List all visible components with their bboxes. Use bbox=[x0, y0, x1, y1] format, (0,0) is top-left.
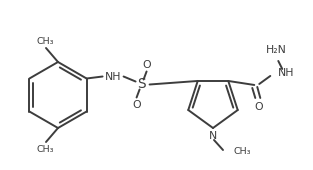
Text: CH₃: CH₃ bbox=[36, 144, 54, 154]
Text: N: N bbox=[209, 131, 217, 141]
Text: NH: NH bbox=[105, 72, 122, 81]
Text: H₂N: H₂N bbox=[266, 45, 287, 55]
Text: CH₃: CH₃ bbox=[36, 37, 54, 46]
Text: O: O bbox=[254, 102, 263, 112]
Text: NH: NH bbox=[278, 68, 295, 78]
Text: CH₃: CH₃ bbox=[233, 148, 250, 157]
Text: S: S bbox=[137, 78, 146, 91]
Text: O: O bbox=[132, 99, 141, 109]
Text: O: O bbox=[142, 59, 151, 70]
